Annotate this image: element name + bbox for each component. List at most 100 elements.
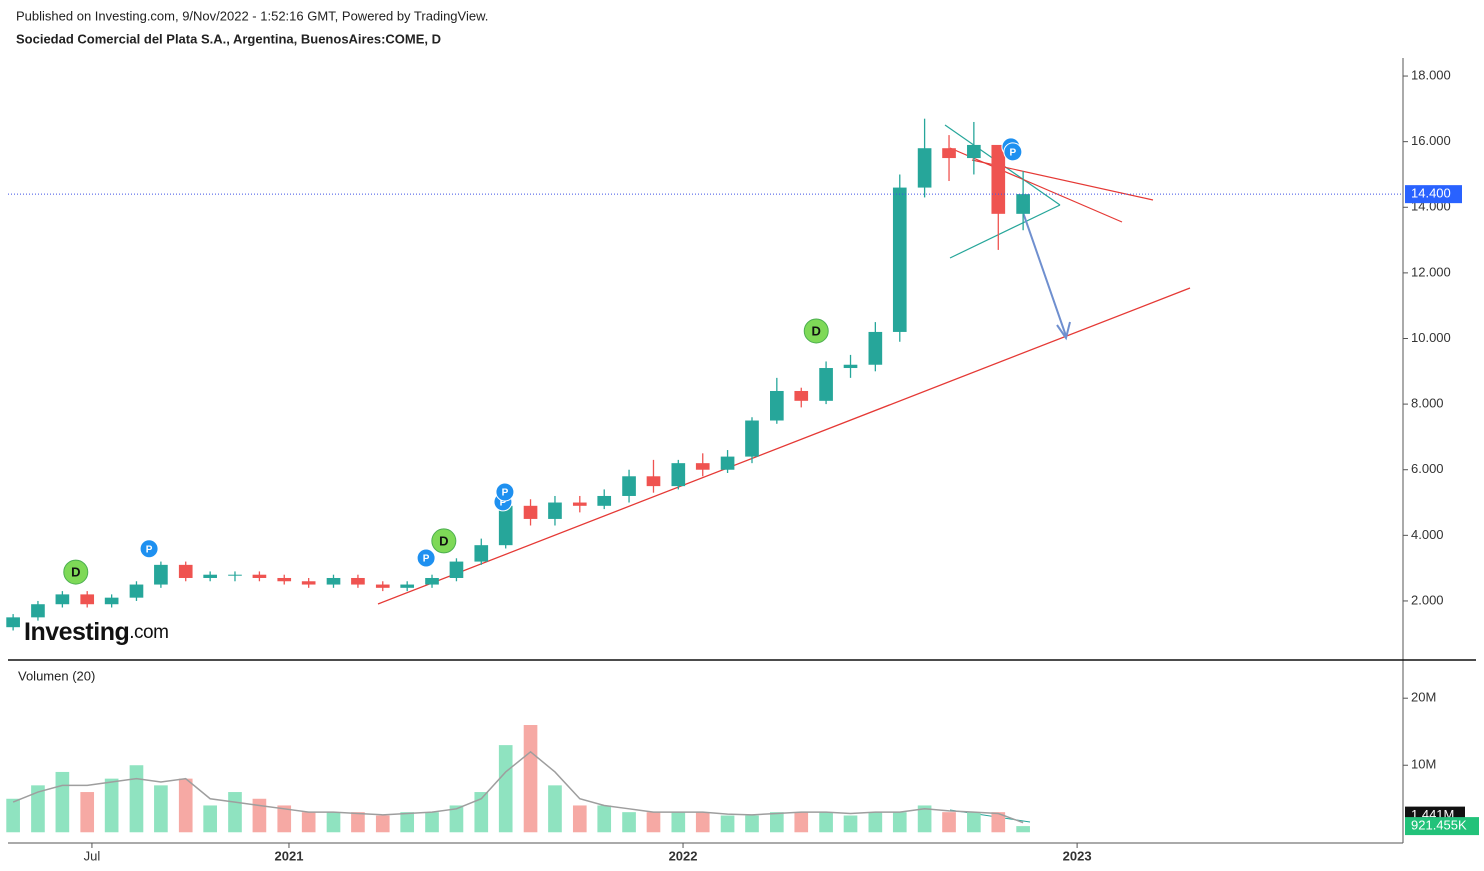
volume-badge-label: 921.455K [1411, 818, 1467, 833]
candle-body [375, 584, 390, 588]
volume-title: Volumen (20) [18, 668, 95, 683]
volume-bar [671, 812, 686, 833]
logo-suffix: .com [129, 622, 168, 643]
arrow [1017, 197, 1067, 337]
candle-body [646, 476, 661, 487]
volume-bar [474, 792, 489, 833]
volume-bar [351, 812, 365, 833]
volume-bar [55, 771, 70, 833]
candle-body [449, 561, 464, 578]
marker-label: D [812, 323, 821, 338]
volume-bar [942, 812, 956, 833]
volume-bar [967, 812, 981, 833]
y-tick-label: 10M [1411, 757, 1436, 772]
volume-bar [572, 805, 587, 833]
candle-body [252, 574, 267, 578]
y-tick-label: 18.000 [1411, 67, 1451, 82]
y-tick-label: 16.000 [1411, 133, 1451, 148]
candle-body [942, 148, 956, 159]
volume-bar [597, 805, 612, 833]
volume-bar [1016, 826, 1030, 833]
volume-bar [228, 792, 242, 833]
marker-label: D [71, 565, 80, 580]
marker [1003, 142, 1023, 162]
y-tick-label: 10.000 [1411, 330, 1451, 345]
candle-body [31, 604, 45, 618]
marker [431, 528, 457, 554]
marker-label: P [502, 488, 509, 499]
volume-bar [375, 815, 390, 833]
volume-bar [819, 812, 833, 833]
volume-bar [745, 815, 759, 833]
candle-body [178, 564, 193, 578]
volume-bar [31, 785, 45, 833]
candle-body [154, 564, 168, 585]
candle-body [720, 456, 735, 470]
candle-body [1016, 194, 1030, 214]
candle-body [671, 463, 686, 487]
y-tick-label: 6.000 [1411, 461, 1444, 476]
volume-bar [6, 798, 20, 833]
candle-body [277, 577, 292, 582]
candle-body [474, 545, 489, 562]
candle-body [572, 502, 587, 506]
volume-bar [523, 725, 538, 833]
y-tick-label: 20M [1411, 690, 1436, 705]
volume-bar [646, 812, 661, 833]
volume-bar [252, 798, 267, 833]
y-tick-label: 4.000 [1411, 527, 1444, 542]
x-tick-label: 2021 [275, 848, 304, 863]
volume-bar [400, 812, 415, 833]
candle-body [228, 574, 242, 576]
volume-bar [498, 745, 513, 833]
y-tick-label: 12.000 [1411, 264, 1451, 279]
y-tick-label: 2.000 [1411, 592, 1444, 607]
logo-main: Investing [24, 618, 129, 646]
candle-body [868, 331, 883, 365]
volume-bar [991, 812, 1006, 833]
volume-bar [203, 805, 217, 833]
candle-body [498, 505, 513, 546]
candle-body [622, 476, 636, 496]
candle-body [745, 420, 759, 457]
x-tick-label: 2023 [1063, 848, 1092, 863]
volume-bar [892, 812, 907, 833]
volume-bar [769, 812, 784, 833]
arrow-head [1056, 321, 1071, 341]
candle-body [400, 584, 415, 588]
candle-body [80, 594, 95, 605]
volume-bar [622, 812, 636, 833]
logo: Investing.com [24, 618, 168, 646]
candle-body [351, 577, 365, 585]
x-tick-label: 2022 [669, 848, 698, 863]
volume-bar [794, 812, 809, 833]
volume-bar [154, 785, 168, 833]
candle-body [991, 144, 1006, 214]
candle-body [843, 364, 858, 369]
volume-bar [917, 805, 932, 833]
volume-bar [425, 812, 439, 833]
volume-badge [1405, 817, 1479, 836]
x-tick-label: Jul [84, 848, 101, 863]
candle-body [523, 505, 538, 519]
trend-line [949, 204, 1061, 259]
trend-line [949, 147, 1123, 223]
marker-label: P [423, 554, 430, 565]
candle-body [129, 584, 144, 598]
volume-bar [277, 805, 292, 833]
candle-body [769, 390, 784, 421]
candle-body [548, 502, 562, 519]
volume-bar [720, 815, 735, 833]
candle-body [326, 577, 341, 585]
volume-bar [843, 815, 858, 833]
candle-body [104, 597, 119, 605]
candle-body [203, 574, 217, 578]
volume-bar [129, 765, 144, 833]
volume-bar [449, 805, 464, 833]
candle-body [301, 581, 316, 585]
candle-body [967, 144, 981, 159]
candle-body [892, 187, 907, 332]
candle-body [425, 577, 439, 585]
